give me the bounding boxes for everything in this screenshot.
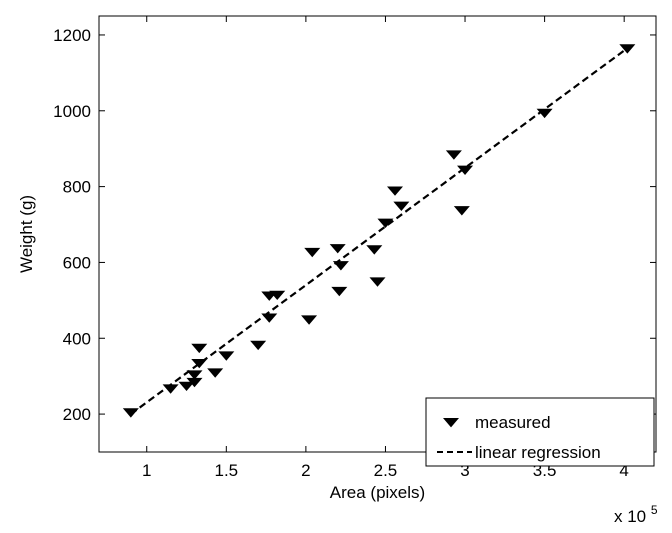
plot-frame xyxy=(98,15,657,453)
data-point xyxy=(250,340,267,351)
data-point xyxy=(329,244,346,254)
regression-line xyxy=(130,47,629,415)
data-point xyxy=(207,368,224,378)
x-axis-label: Area (pixels) xyxy=(330,483,425,502)
data-point xyxy=(331,286,348,297)
y-tick-label: 400 xyxy=(63,329,91,348)
x-tick-label: 1 xyxy=(142,461,151,480)
data-point xyxy=(186,370,203,380)
y-tick-label: 1200 xyxy=(53,26,91,45)
x-axis-multiplier-exponent: 5 xyxy=(651,503,658,517)
y-axis-label: Weight (g) xyxy=(17,195,36,273)
data-point xyxy=(369,277,386,287)
data-point xyxy=(619,44,636,54)
data-point xyxy=(162,384,179,394)
data-point xyxy=(304,247,321,258)
x-tick-label: 2.5 xyxy=(374,461,398,480)
data-point xyxy=(457,165,474,175)
points-layer xyxy=(122,44,636,418)
regression-layer xyxy=(130,47,629,415)
y-tick-label: 600 xyxy=(63,253,91,272)
data-point xyxy=(186,377,203,388)
legend: measured linear regression xyxy=(425,397,655,467)
data-point xyxy=(453,206,470,216)
data-point xyxy=(178,381,195,392)
legend-marker-measured xyxy=(443,418,459,428)
data-point xyxy=(301,315,318,325)
data-point xyxy=(269,290,286,301)
data-point xyxy=(191,343,208,354)
x-axis-multiplier-base: x 10 xyxy=(614,507,646,526)
x-tick-label: 2 xyxy=(301,461,310,480)
y-tick-label: 1000 xyxy=(53,102,91,121)
data-point xyxy=(332,261,349,271)
data-point xyxy=(122,408,139,418)
data-point xyxy=(218,351,235,361)
legend-label-measured: measured xyxy=(475,413,551,432)
x-tick-label: 1.5 xyxy=(214,461,238,480)
data-point xyxy=(366,245,383,255)
data-point xyxy=(387,186,404,196)
data-point xyxy=(377,218,394,229)
data-point xyxy=(393,201,410,211)
y-tick-label: 800 xyxy=(63,178,91,197)
legend-label-regression: linear regression xyxy=(475,443,601,462)
data-point xyxy=(191,358,208,369)
x-tick-label: 3 xyxy=(460,461,469,480)
data-point xyxy=(445,150,462,160)
data-point xyxy=(536,108,553,119)
x-tick-label: 4 xyxy=(619,461,628,480)
data-point xyxy=(261,313,278,323)
legend-box xyxy=(425,397,655,467)
y-tick-label: 200 xyxy=(63,405,91,424)
x-axis-multiplier: x 10 5 xyxy=(614,503,658,526)
